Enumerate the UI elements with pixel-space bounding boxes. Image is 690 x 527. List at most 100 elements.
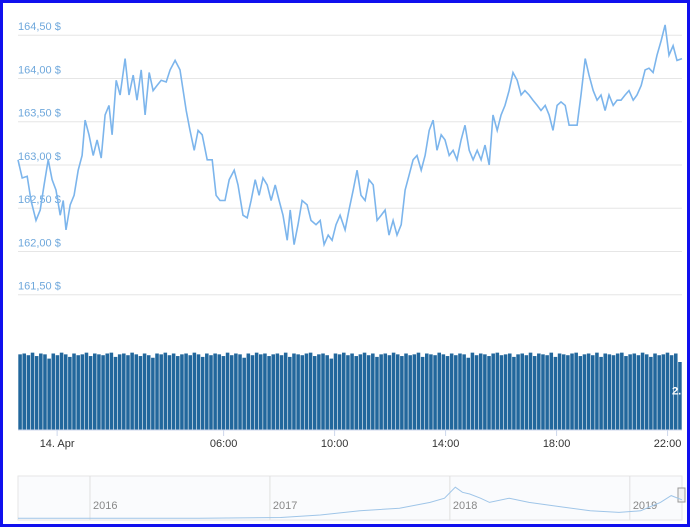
volume-bar <box>595 352 599 430</box>
volume-bar <box>321 353 325 430</box>
volume-bar <box>561 354 566 430</box>
volume-bar <box>18 354 22 430</box>
volume-bar <box>271 354 275 430</box>
volume-bar <box>362 352 367 430</box>
volume-bar <box>512 356 516 430</box>
volume-bar <box>395 354 400 430</box>
volume-bar <box>387 355 392 430</box>
volume-bar <box>615 353 620 430</box>
x-tick-label: 2019 <box>633 500 657 512</box>
volume-bar <box>375 356 379 430</box>
volume-bar <box>93 353 97 430</box>
x-tick-label: 2018 <box>453 500 477 512</box>
volume-bar <box>292 353 296 430</box>
volume-bar <box>603 353 607 430</box>
volume-bar <box>632 353 637 430</box>
volume-bar <box>279 355 284 430</box>
volume-bar <box>167 355 172 430</box>
volume-bar <box>416 352 421 430</box>
volume-bar <box>329 358 334 430</box>
volume-bar <box>296 354 300 430</box>
navigator-handle[interactable] <box>677 487 686 503</box>
volume-bar <box>649 356 653 430</box>
volume-bar <box>105 353 109 430</box>
volume-bar <box>192 352 197 430</box>
volume-bar <box>678 362 682 430</box>
volume-bar <box>429 354 433 430</box>
volume-bar <box>437 352 441 430</box>
volume-bar <box>184 353 188 430</box>
volume-bar <box>312 356 317 430</box>
volume-bar <box>358 354 363 430</box>
x-tick-label: 06:00 <box>210 438 238 450</box>
volume-bar <box>578 356 583 430</box>
volume-bar <box>51 353 56 430</box>
volume-bar <box>113 356 118 430</box>
volume-bar <box>217 354 222 430</box>
volume-bar <box>391 352 396 430</box>
volume-bar <box>441 354 446 430</box>
volume-bar <box>570 353 574 430</box>
volume-bar <box>80 354 85 430</box>
x-tick-label: 14:00 <box>432 438 460 450</box>
volume-bar <box>591 355 595 430</box>
volume-bar <box>22 353 26 430</box>
volume-bar <box>674 353 678 430</box>
volume-bar <box>366 355 371 430</box>
volume-bar <box>620 352 624 430</box>
volume-bar <box>221 356 226 430</box>
volume-bar <box>146 355 151 430</box>
volume-bar <box>545 355 549 430</box>
volume-bar <box>487 356 491 430</box>
volume-bar <box>458 353 462 430</box>
volume-bar <box>574 352 578 430</box>
volume-bar <box>68 356 72 430</box>
volume-bar <box>449 353 454 430</box>
volume-bar <box>76 355 80 430</box>
volume-bar <box>499 355 504 430</box>
volume-bar <box>478 353 483 430</box>
volume-bar <box>126 355 130 430</box>
price-line <box>18 486 683 519</box>
volume-bar <box>524 355 529 430</box>
volume-bar <box>180 354 184 430</box>
volume-bar <box>117 354 122 430</box>
x-tick-label: 18:00 <box>543 438 571 450</box>
volume-bar <box>586 353 591 430</box>
volume-bar <box>611 355 616 430</box>
volume-bar <box>47 358 51 430</box>
volume-bar <box>491 353 495 430</box>
volume-bar <box>259 354 263 430</box>
volume-bar <box>97 354 101 430</box>
volume-bar <box>516 354 520 430</box>
volume-bar <box>661 354 666 430</box>
volume-bar <box>644 354 649 430</box>
volume-bar <box>325 355 329 430</box>
volume-bar <box>383 353 388 430</box>
volume-bar <box>607 354 612 430</box>
volume-bar <box>462 354 466 430</box>
y-tick-label: 164,00 $ <box>18 64 61 76</box>
volume-bar <box>537 353 541 430</box>
volume-bar <box>549 352 554 430</box>
volume-bar <box>412 354 417 430</box>
volume-bar <box>640 352 645 430</box>
y-tick-label: 163,50 $ <box>18 108 61 120</box>
x-tick-label: 22:00 <box>654 438 682 450</box>
y-tick-label: 164,50 $ <box>18 21 61 33</box>
volume-bar <box>229 355 234 430</box>
volume-bar <box>371 353 375 430</box>
x-tick-label: 14. Apr <box>40 438 75 450</box>
volume-bar <box>333 353 338 430</box>
y-tick-label: 163,00 $ <box>18 151 61 163</box>
volume-bar <box>454 355 458 430</box>
volume-bar <box>466 357 471 430</box>
volume-bar <box>653 353 657 430</box>
volume-bar <box>171 353 176 430</box>
y-tick-label: 162,50 $ <box>18 194 61 206</box>
volume-bar <box>88 356 93 430</box>
volume-bar <box>628 354 632 430</box>
volume-bar <box>275 353 280 430</box>
volume-bar <box>288 356 292 430</box>
volume-bar <box>528 352 533 430</box>
